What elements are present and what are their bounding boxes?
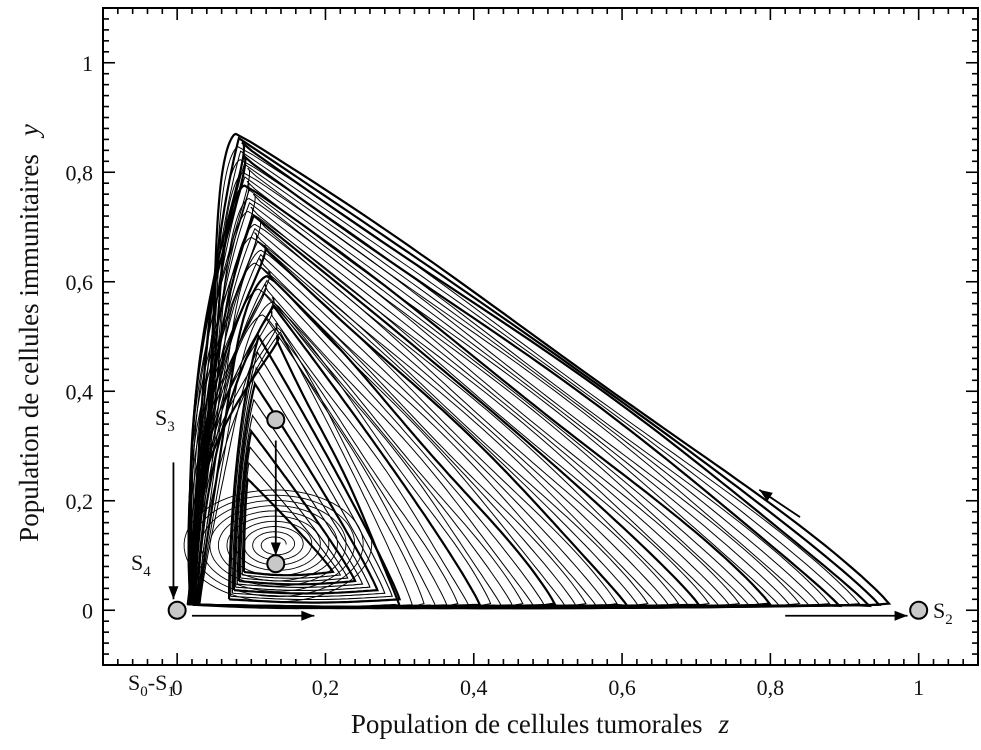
x-axis-title: Population de cellules tumorales [351, 709, 703, 739]
fixed-point-marker [266, 410, 286, 430]
y-axis-variable: y [14, 124, 44, 139]
fixed-point-label: S0-S1 [128, 670, 175, 700]
x-tick-label: 0,6 [608, 675, 636, 700]
trajectory-orbit [192, 150, 851, 609]
arrow-to-s2-head [894, 610, 908, 621]
arrow-s3-down-head [270, 542, 281, 556]
x-axis-variable: z [718, 709, 730, 739]
inner-loop-orbit [230, 351, 393, 601]
arrow-diagonal-head [759, 489, 773, 502]
trajectory-curves [183, 132, 892, 610]
fixed-point-marker [266, 554, 286, 574]
trajectory-orbit [192, 136, 882, 610]
fixed-point-label: S3 [155, 405, 175, 435]
arrow-s4-label-head [168, 586, 179, 600]
axis-ticks [102, 7, 979, 666]
trajectory-orbit [191, 167, 811, 609]
fixed-point-marker [167, 600, 187, 620]
arrow-origin-right-head [301, 610, 315, 621]
fixed-points [167, 410, 929, 620]
x-tick-label: 0,4 [460, 675, 488, 700]
y-tick-label: 0,8 [66, 160, 94, 185]
y-tick-label: 0,4 [66, 379, 94, 404]
trajectory-orbit [192, 132, 892, 610]
fixed-point-label: S4 [131, 550, 151, 580]
y-tick-label: 0,2 [66, 489, 94, 514]
inner-loop-orbit [231, 366, 386, 598]
y-axis-label: Population de cellules immunitaires y [14, 124, 44, 542]
y-tick-label: 0 [82, 598, 93, 623]
fixed-point-labels: S3 S4 S0-S1 S2 [128, 405, 953, 700]
spiral-trajectory [183, 489, 373, 603]
fixed-point-label: S2 [933, 598, 953, 628]
tick-labels: 0 0,2 0,4 0,6 0,8 1 0 0,2 0,4 0,6 0,8 1 [66, 51, 925, 700]
fixed-point-marker [909, 600, 929, 620]
inner-loop-orbit [228, 332, 402, 604]
x-tick-label: 0,8 [757, 675, 785, 700]
trajectory-orbit [187, 206, 721, 609]
y-tick-label: 1 [82, 51, 93, 76]
inner-loop-orbit [237, 428, 357, 586]
trajectory-orbit [190, 335, 402, 610]
y-tick-label: 0,6 [66, 270, 94, 295]
inner-loop-orbit [232, 380, 379, 595]
x-axis-label: Population de cellules tumorales z [351, 709, 730, 739]
x-tick-label: 1 [913, 675, 924, 700]
x-tick-label: 0,2 [312, 675, 340, 700]
inner-loop-orbit [236, 413, 364, 588]
x-tick-label: 0 [172, 675, 183, 700]
trajectory-arrows [168, 440, 908, 621]
inner-loop-orbit [240, 446, 349, 582]
y-axis-title: Population de cellules immunitaires [14, 154, 44, 542]
